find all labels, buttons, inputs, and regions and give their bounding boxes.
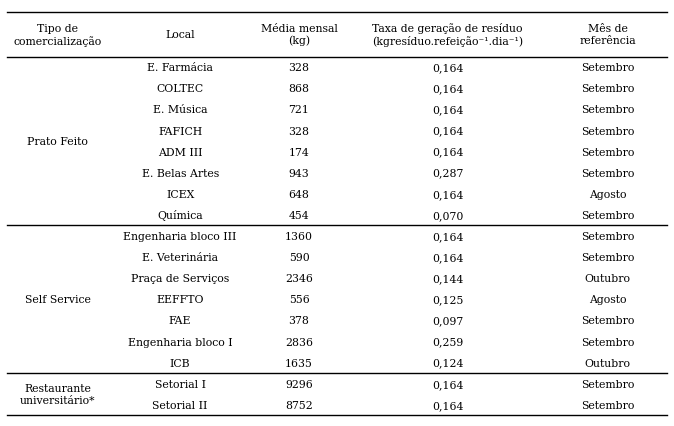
Text: Setembro: Setembro <box>581 147 634 157</box>
Text: Setembro: Setembro <box>581 84 634 94</box>
Text: Restaurante
universitário*: Restaurante universitário* <box>20 383 96 405</box>
Text: 590: 590 <box>288 253 309 262</box>
Text: 0,164: 0,164 <box>432 84 463 94</box>
Text: 0,164: 0,164 <box>432 379 463 389</box>
Text: 0,287: 0,287 <box>432 168 463 178</box>
Text: 328: 328 <box>288 63 309 73</box>
Text: 721: 721 <box>288 105 309 115</box>
Text: Setembro: Setembro <box>581 231 634 242</box>
Text: 1635: 1635 <box>285 358 313 368</box>
Text: 8752: 8752 <box>285 400 313 410</box>
Text: Setembro: Setembro <box>581 337 634 347</box>
Text: FAFICH: FAFICH <box>158 126 202 136</box>
Text: Local: Local <box>165 30 195 40</box>
Text: E. Veterinária: E. Veterinária <box>142 253 218 262</box>
Text: 868: 868 <box>288 84 309 94</box>
Text: 0,164: 0,164 <box>432 400 463 410</box>
Text: 174: 174 <box>288 147 309 157</box>
Text: Setembro: Setembro <box>581 210 634 220</box>
Text: 0,164: 0,164 <box>432 190 463 199</box>
Text: Setembro: Setembro <box>581 316 634 325</box>
Text: Setembro: Setembro <box>581 400 634 410</box>
Text: Self Service: Self Service <box>25 295 91 305</box>
Text: Química: Química <box>157 210 203 221</box>
Text: E. Belas Artes: E. Belas Artes <box>142 168 219 178</box>
Text: Setorial I: Setorial I <box>154 379 206 389</box>
Text: Setembro: Setembro <box>581 379 634 389</box>
Text: Engenharia bloco III: Engenharia bloco III <box>123 231 237 242</box>
Text: 0,125: 0,125 <box>432 295 463 305</box>
Text: Setembro: Setembro <box>581 253 634 262</box>
Text: 0,164: 0,164 <box>432 147 463 157</box>
Text: Setorial II: Setorial II <box>152 400 208 410</box>
Text: 328: 328 <box>288 126 309 136</box>
Text: 454: 454 <box>288 210 309 220</box>
Text: Praça de Serviços: Praça de Serviços <box>131 273 229 284</box>
Text: EEFFTO: EEFFTO <box>156 295 204 305</box>
Text: 1360: 1360 <box>285 231 313 242</box>
Text: Setembro: Setembro <box>581 63 634 73</box>
Text: Engenharia bloco I: Engenharia bloco I <box>128 337 233 347</box>
Text: E. Música: E. Música <box>153 105 208 115</box>
Text: Setembro: Setembro <box>581 168 634 178</box>
Text: 0,144: 0,144 <box>432 273 463 284</box>
Text: 0,164: 0,164 <box>432 63 463 73</box>
Text: 0,097: 0,097 <box>432 316 463 325</box>
Text: Setembro: Setembro <box>581 126 634 136</box>
Text: ICB: ICB <box>170 358 190 368</box>
Text: 378: 378 <box>288 316 309 325</box>
Text: Outubro: Outubro <box>585 358 631 368</box>
Text: 2346: 2346 <box>285 273 313 284</box>
Text: Mês de
referência: Mês de referência <box>580 24 636 46</box>
Text: 0,124: 0,124 <box>432 358 463 368</box>
Text: 0,164: 0,164 <box>432 253 463 262</box>
Text: Prato Feito: Prato Feito <box>28 137 88 147</box>
Text: COLTEC: COLTEC <box>156 84 204 94</box>
Text: 556: 556 <box>288 295 309 305</box>
Text: 648: 648 <box>288 190 309 199</box>
Text: 0,164: 0,164 <box>432 126 463 136</box>
Text: Agosto: Agosto <box>589 190 627 199</box>
Text: Agosto: Agosto <box>589 295 627 305</box>
Text: ADM III: ADM III <box>158 147 202 157</box>
Text: Setembro: Setembro <box>581 105 634 115</box>
Text: Taxa de geração de resíduo
(kgresíduo.refeição⁻¹.dia⁻¹): Taxa de geração de resíduo (kgresíduo.re… <box>372 23 523 47</box>
Text: ICEX: ICEX <box>166 190 194 199</box>
Text: 2836: 2836 <box>285 337 313 347</box>
Text: FAE: FAE <box>169 316 191 325</box>
Text: 0,164: 0,164 <box>432 105 463 115</box>
Text: 0,070: 0,070 <box>432 210 463 220</box>
Text: 0,164: 0,164 <box>432 231 463 242</box>
Text: Tipo de
comercialização: Tipo de comercialização <box>13 24 102 46</box>
Text: E. Farmácia: E. Farmácia <box>147 63 213 73</box>
Text: 0,259: 0,259 <box>432 337 463 347</box>
Text: Média mensal
(kg): Média mensal (kg) <box>261 24 338 46</box>
Text: Outubro: Outubro <box>585 273 631 284</box>
Text: 943: 943 <box>288 168 309 178</box>
Text: 9296: 9296 <box>285 379 313 389</box>
